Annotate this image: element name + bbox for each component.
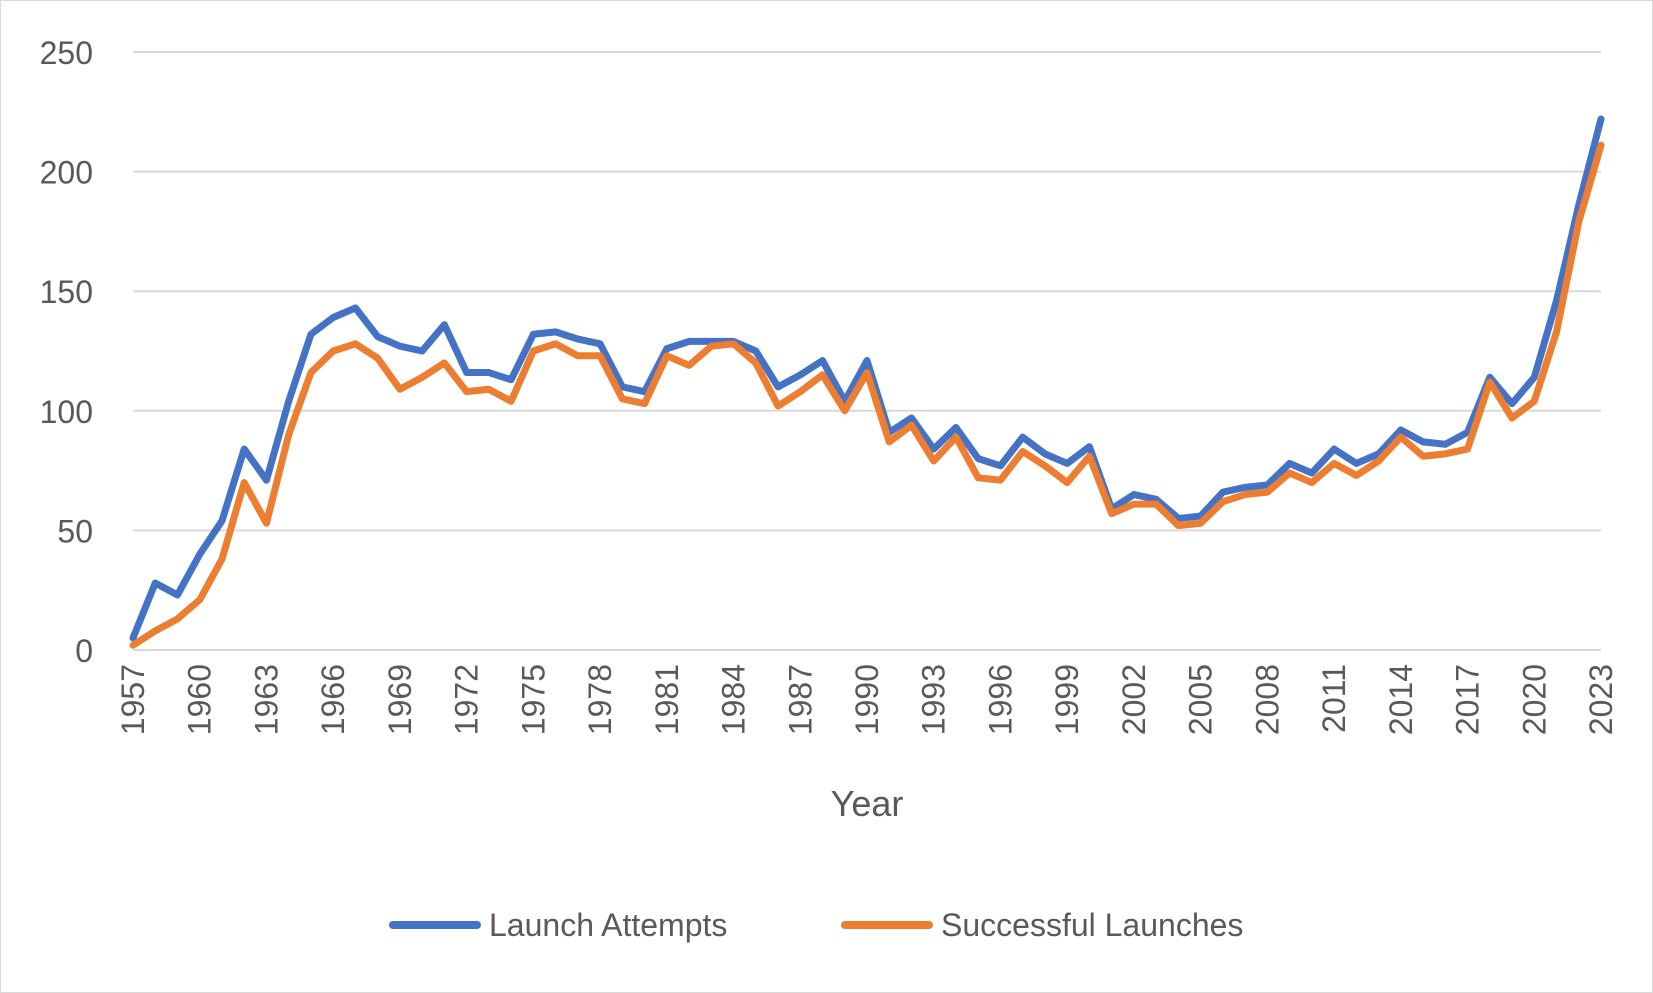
x-tick-label: 1966 bbox=[315, 664, 351, 735]
y-tick-label: 250 bbox=[40, 35, 93, 71]
legend-label: Successful Launches bbox=[941, 907, 1243, 943]
legend-item: Successful Launches bbox=[841, 907, 1243, 943]
x-tick-label: 1993 bbox=[916, 664, 952, 735]
x-tick-label: 1984 bbox=[716, 664, 752, 735]
x-tick-label: 1978 bbox=[582, 664, 618, 735]
x-tick-label: 1972 bbox=[449, 664, 485, 735]
x-tick-label: 1990 bbox=[849, 664, 885, 735]
series-line-successful-launches bbox=[129, 141, 1605, 649]
x-tick-label: 1999 bbox=[1049, 664, 1085, 735]
legend-label: Launch Attempts bbox=[489, 907, 727, 943]
y-tick-label: 200 bbox=[40, 155, 93, 191]
x-tick-label: 1957 bbox=[115, 664, 151, 735]
x-tick-label: 2002 bbox=[1116, 664, 1152, 735]
x-tick-label: 1996 bbox=[982, 664, 1018, 735]
x-tick-label: 1987 bbox=[782, 664, 818, 735]
y-tick-label: 0 bbox=[75, 633, 93, 669]
x-tick-label: 1981 bbox=[649, 664, 685, 735]
x-tick-label: 2005 bbox=[1183, 664, 1219, 735]
x-axis-title: Year bbox=[831, 783, 904, 824]
y-tick-label: 50 bbox=[57, 513, 93, 549]
x-tick-label: 2014 bbox=[1383, 664, 1419, 735]
x-tick-label: 2020 bbox=[1516, 664, 1552, 735]
x-tick-label: 1960 bbox=[182, 664, 218, 735]
x-tick-label: 1969 bbox=[382, 664, 418, 735]
x-tick-label: 2017 bbox=[1450, 664, 1486, 735]
y-tick-label: 150 bbox=[40, 274, 93, 310]
legend-item: Launch Attempts bbox=[389, 907, 727, 943]
y-tick-label: 100 bbox=[40, 394, 93, 430]
series-line-launch-attempts bbox=[129, 115, 1605, 642]
x-tick-label: 2011 bbox=[1316, 664, 1352, 733]
x-tick-label: 1963 bbox=[248, 664, 284, 735]
x-tick-label: 1975 bbox=[515, 664, 551, 735]
x-tick-label: 2008 bbox=[1249, 664, 1285, 735]
x-tick-label: 2023 bbox=[1583, 664, 1619, 735]
